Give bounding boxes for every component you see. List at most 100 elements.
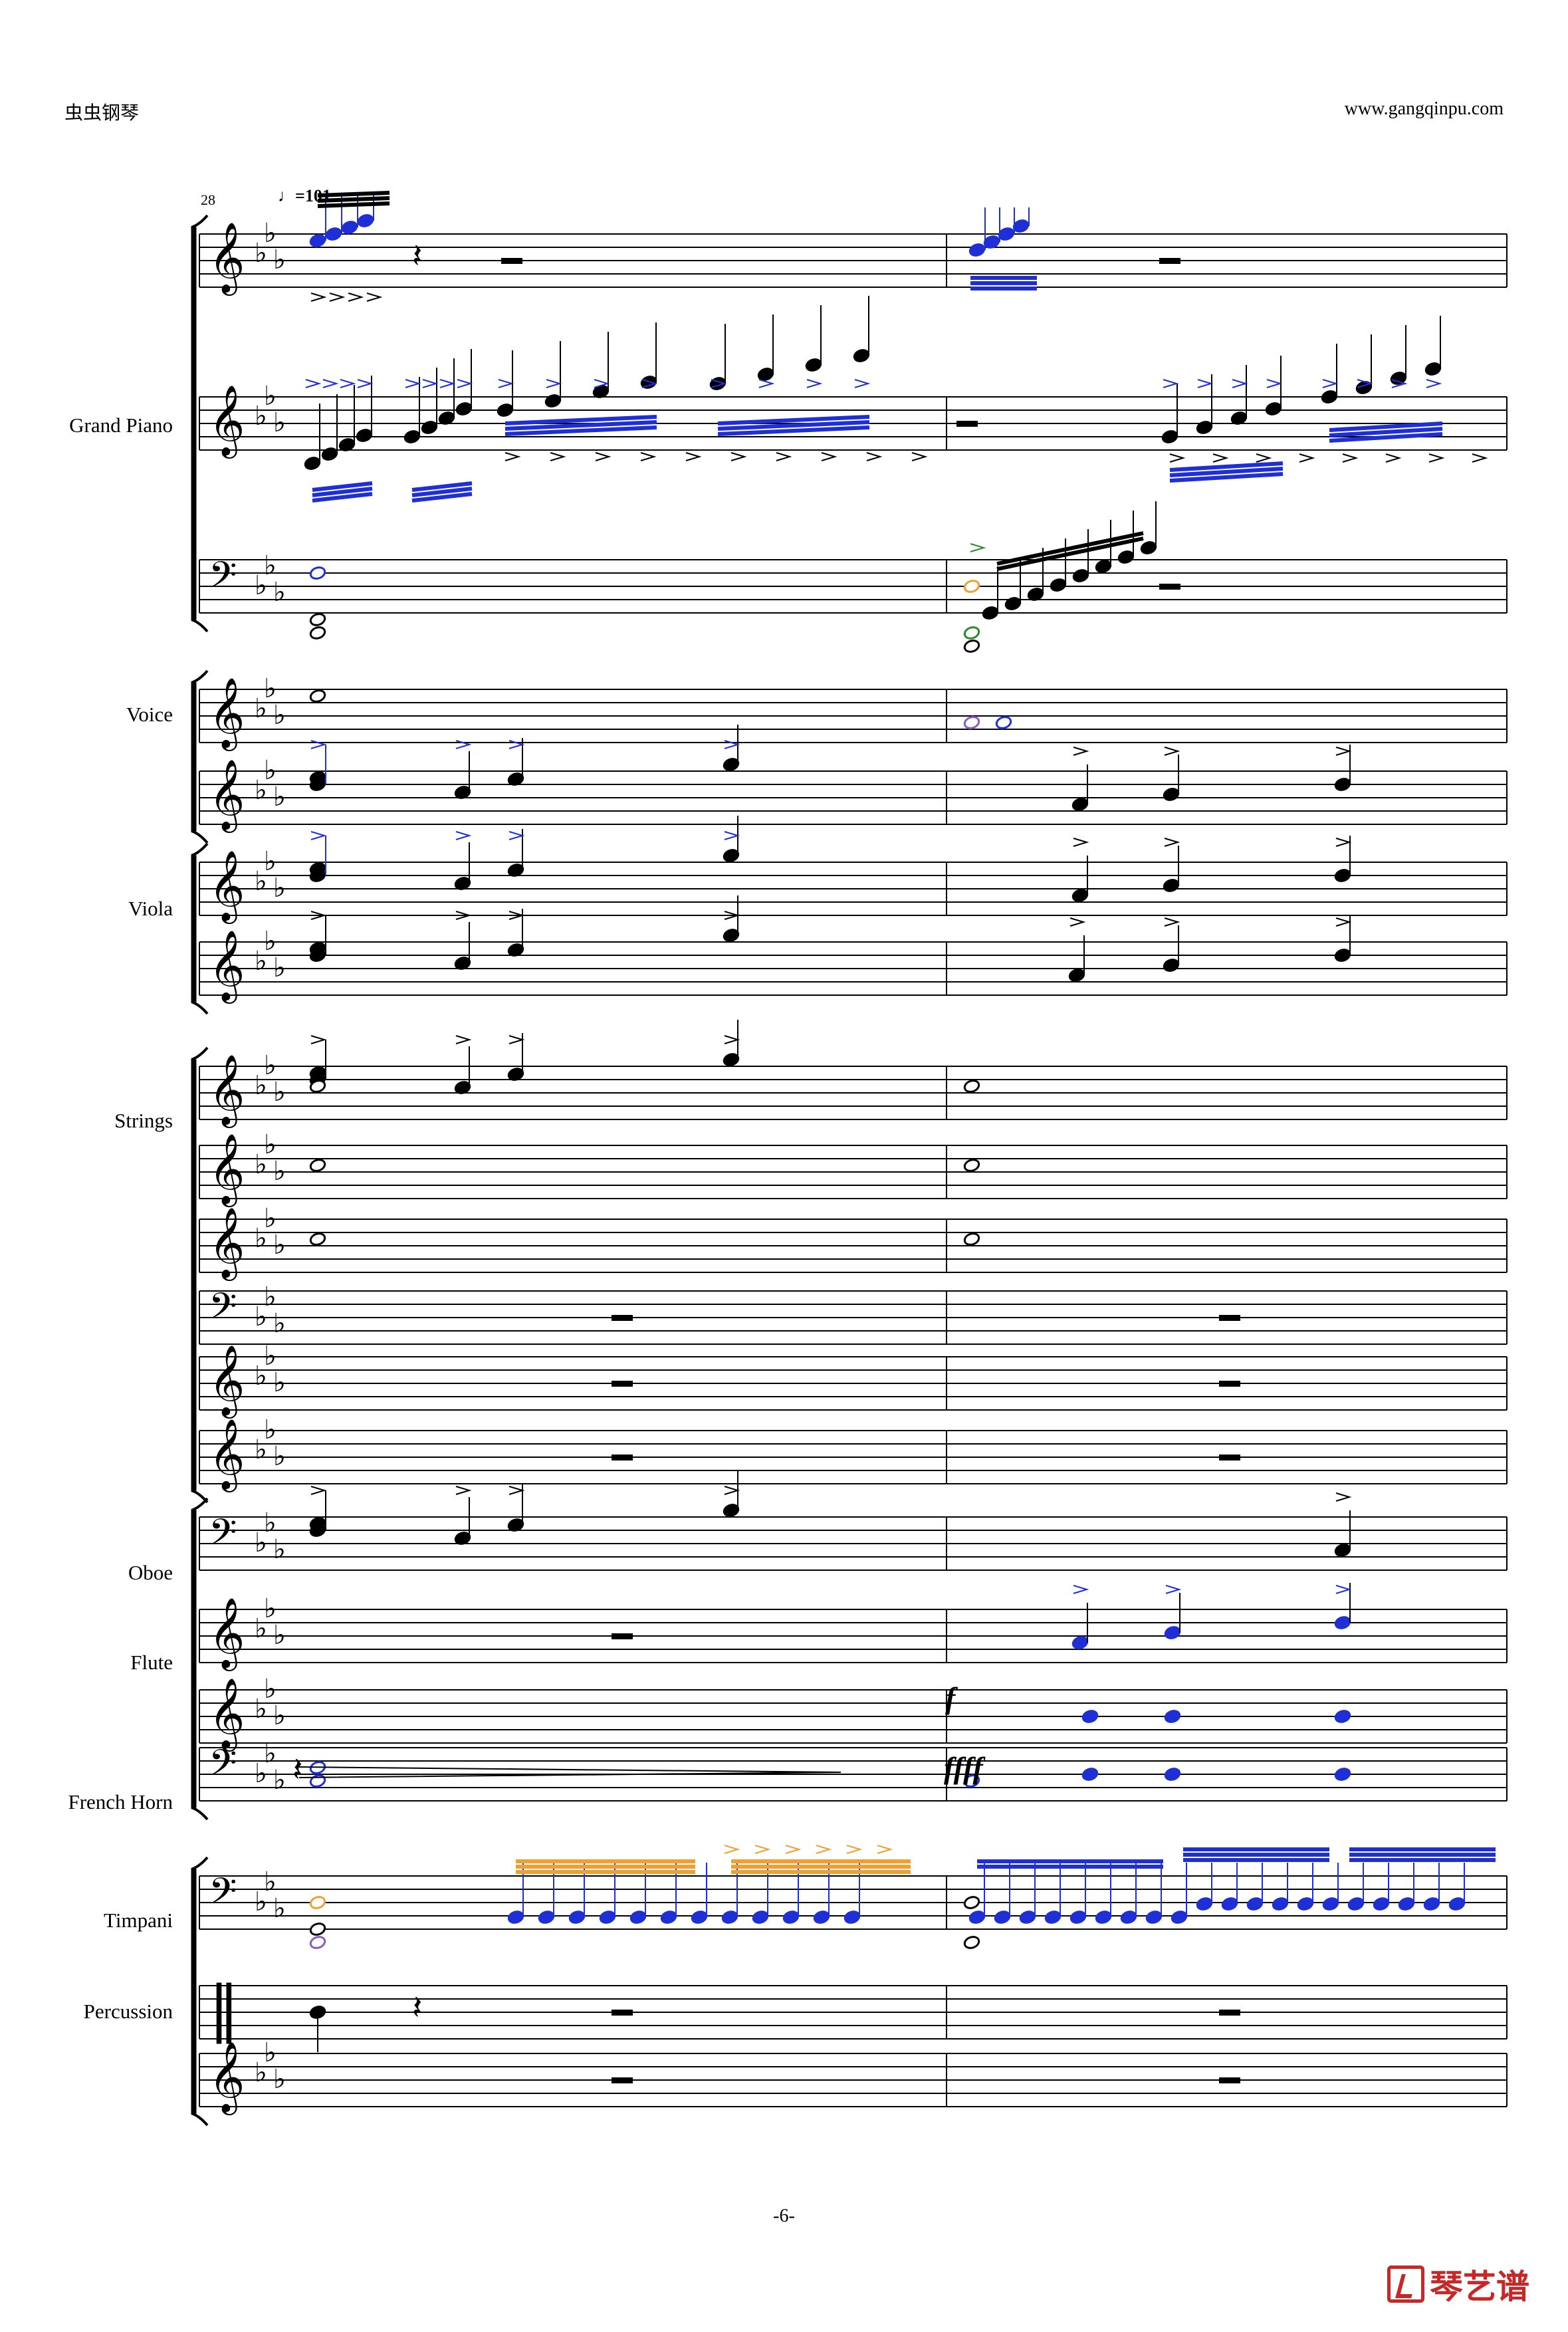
whole-rest — [612, 2077, 633, 2083]
group-bracket — [191, 1869, 197, 2114]
flat-icon: ♭ — [273, 1441, 286, 1472]
flat-icon: ♭ — [273, 1893, 286, 1924]
flat-icon: ♭ — [255, 1070, 267, 1101]
notehead — [341, 221, 358, 234]
staff — [199, 1290, 1507, 1345]
staff — [199, 941, 1507, 996]
notehead — [1334, 869, 1351, 882]
notehead — [309, 1159, 326, 1172]
notehead — [1448, 1897, 1466, 1911]
notehead — [538, 1911, 555, 1924]
notehead — [963, 1080, 980, 1093]
notehead — [1221, 1897, 1238, 1911]
notehead — [356, 429, 373, 442]
flat-icon: ♭ — [273, 1765, 286, 1796]
notehead — [1004, 597, 1022, 610]
accent-mark — [1069, 917, 1086, 927]
group-bracket — [191, 227, 197, 620]
treble-clef-icon: 𝄞 — [209, 1418, 245, 1492]
notehead — [309, 949, 326, 962]
accent-mark — [439, 379, 456, 388]
flat-icon: ♭ — [273, 782, 286, 812]
flat-icon: ♭ — [264, 381, 277, 411]
whole-rest — [956, 421, 978, 427]
treble-clef-icon: 𝄞 — [209, 1133, 245, 1207]
staff — [199, 1689, 1507, 1744]
accent-mark — [1165, 1585, 1182, 1594]
bass-clef-icon: 𝄢 — [209, 1285, 237, 1336]
flat-icon: ♭ — [255, 570, 267, 601]
notehead — [309, 566, 326, 580]
notehead — [1297, 1897, 1314, 1911]
notehead — [1347, 1897, 1365, 1911]
accent-mark — [457, 379, 473, 388]
whole-rest — [1159, 584, 1180, 590]
staff — [199, 1516, 1507, 1571]
staff — [199, 1609, 1507, 1663]
notehead — [1423, 1897, 1440, 1911]
accent-mark — [1232, 379, 1248, 388]
instrument-label-voice: Voice — [126, 703, 173, 726]
flat-icon: ♭ — [255, 1694, 267, 1724]
flat-icon: ♭ — [255, 1758, 267, 1789]
accent-mark — [322, 379, 339, 388]
accent-mark — [816, 1845, 832, 1854]
staff — [199, 1066, 1507, 1120]
notehead — [1334, 1616, 1351, 1629]
staff — [199, 1356, 1507, 1411]
treble-clef-icon: 𝄞 — [209, 384, 245, 459]
notehead — [963, 1936, 980, 1949]
bass-clef-icon: 𝄢 — [209, 1870, 237, 1921]
flat-icon: ♭ — [255, 1435, 267, 1465]
notehead — [357, 214, 374, 227]
flat-icon: ♭ — [255, 775, 267, 806]
flat-icon: ♭ — [273, 1156, 286, 1187]
notehead — [309, 1896, 326, 1909]
flat-icon: ♭ — [273, 408, 286, 438]
accent-mark — [508, 831, 525, 840]
flat-icon: ♭ — [264, 1593, 277, 1624]
flat-icon: ♭ — [264, 550, 277, 581]
logo-mark-icon — [1387, 2266, 1424, 2303]
notehead — [309, 613, 326, 626]
whole-rest — [612, 1381, 633, 1387]
notehead — [403, 430, 421, 443]
accent-mark — [970, 543, 986, 552]
accent-mark — [724, 1845, 740, 1854]
flat-icon: ♭ — [264, 2038, 277, 2068]
notehead — [1012, 219, 1030, 233]
notehead — [1321, 390, 1338, 404]
notehead — [1071, 1636, 1089, 1649]
accent-mark — [724, 740, 740, 749]
flat-icon: ♭ — [264, 1203, 277, 1234]
staff — [199, 1430, 1507, 1484]
flat-icon: ♭ — [264, 755, 277, 786]
flat-icon: ♭ — [255, 2057, 267, 2088]
notehead — [507, 1911, 524, 1924]
notehead — [1373, 1897, 1390, 1911]
accent-mark — [1357, 379, 1373, 388]
page-number: -6- — [773, 2206, 795, 2226]
instrument-label-percussion: Percussion — [83, 2000, 173, 2023]
staff — [199, 689, 1507, 743]
staff — [199, 559, 1507, 614]
accent-mark — [498, 379, 514, 388]
flat-icon: ♭ — [255, 693, 267, 724]
flat-icon: ♭ — [264, 1674, 277, 1704]
flat-icon: ♭ — [264, 1867, 277, 1897]
dynamic-ffff: ffff — [944, 1751, 986, 1785]
staff — [199, 1145, 1507, 1199]
logo-text: 琴艺谱 — [1430, 2268, 1529, 2306]
accent-mark — [1322, 379, 1339, 388]
accent-mark — [877, 1845, 893, 1854]
accent-mark — [310, 1035, 327, 1044]
instrument-label-strings: Strings — [114, 1109, 173, 1132]
accent-mark — [455, 1486, 472, 1495]
notehead — [1265, 402, 1282, 415]
accent-mark — [310, 1486, 327, 1495]
notehead — [309, 1774, 326, 1788]
notehead — [1196, 421, 1213, 434]
accent-mark — [1266, 379, 1283, 388]
flat-icon: ♭ — [255, 1149, 267, 1180]
group-bracket — [191, 855, 197, 1002]
